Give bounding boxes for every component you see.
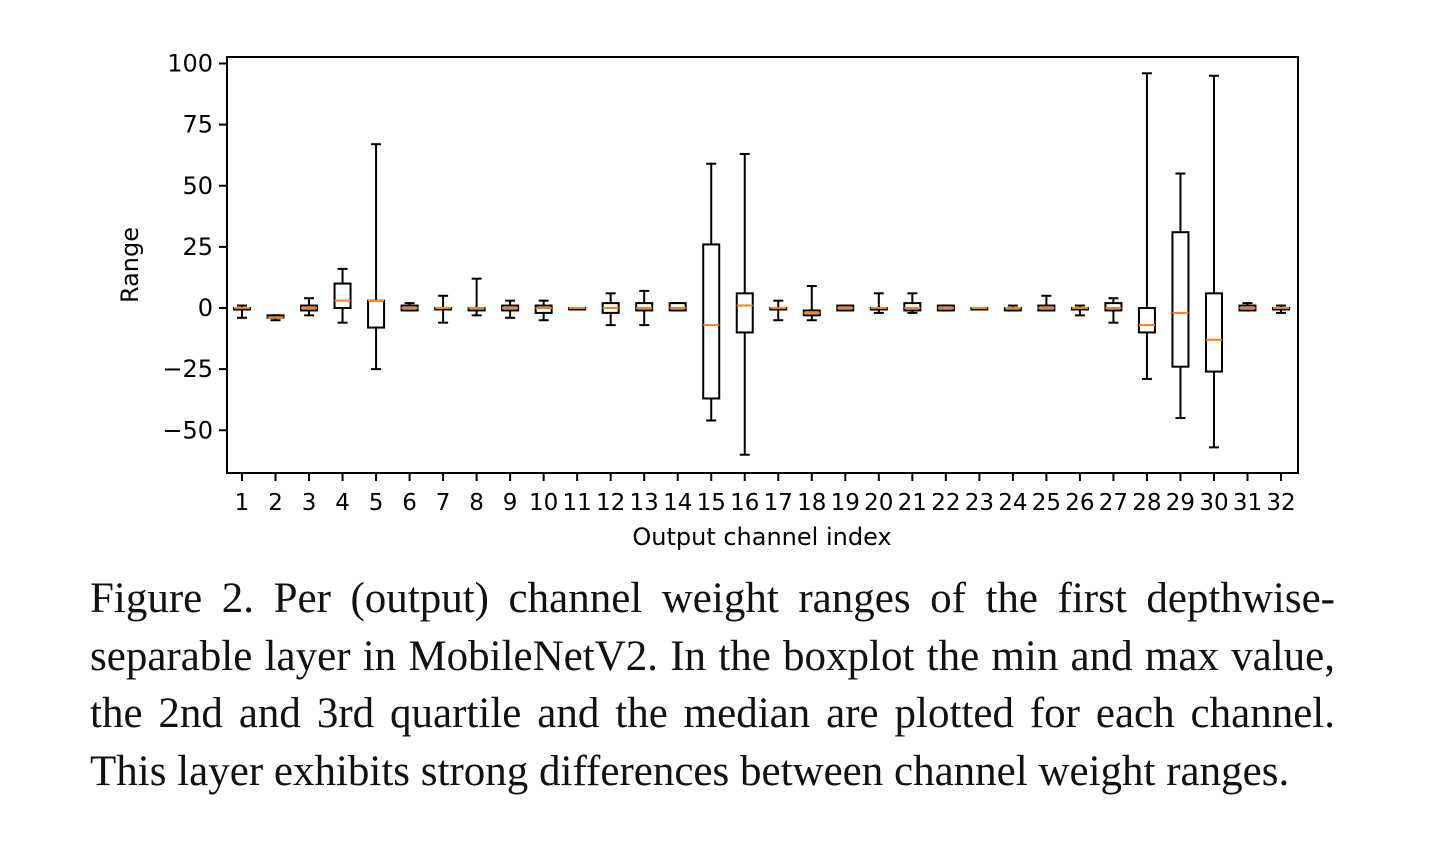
- box-12: [601, 292, 620, 327]
- box-24: [1003, 304, 1022, 312]
- x-tick-label: 29: [1166, 490, 1195, 516]
- box-25: [1037, 294, 1056, 312]
- box-26: [1070, 304, 1089, 317]
- box-1: [233, 304, 251, 319]
- box-23: [970, 307, 989, 311]
- x-tick-label: 10: [529, 490, 558, 516]
- boxplot-figure: 100 75 50 25 0 −25 −50 1 2 3 4 5 6 7 8 9 10 11 12 13 14 15 16…: [116, 50, 1299, 551]
- box-27: [1104, 297, 1123, 324]
- plot-frame: [226, 56, 1299, 474]
- iqr-box: [903, 302, 922, 312]
- x-tick-label: 7: [436, 490, 451, 516]
- iqr-box: [367, 299, 386, 329]
- box-7: [434, 294, 453, 324]
- iqr-box: [1137, 307, 1156, 334]
- iqr-box: [1204, 292, 1223, 373]
- x-tick-label: 5: [369, 490, 384, 516]
- x-axis: 1 2 3 4 5 6 7 8 9 10 11 12 13 14 15 16 17 18 19 20 21 22 23 24 2…: [235, 473, 1296, 516]
- box-30: [1204, 74, 1223, 449]
- x-tick-label: 31: [1233, 490, 1262, 516]
- x-tick-label: 13: [630, 490, 659, 516]
- x-tick-label: 16: [730, 490, 759, 516]
- box-5: [367, 143, 386, 371]
- x-tick-label: 32: [1266, 490, 1295, 516]
- box-16: [735, 152, 754, 456]
- box-15: [702, 162, 721, 422]
- box-3: [300, 297, 319, 317]
- x-tick-label: 1: [235, 490, 250, 516]
- x-tick-label: 28: [1132, 490, 1161, 516]
- box-20: [869, 292, 888, 314]
- y-tick-label: 25: [182, 233, 213, 261]
- iqr-box: [333, 282, 352, 309]
- y-tick-label: 50: [182, 172, 213, 200]
- box-19: [836, 304, 855, 312]
- iqr-box: [1171, 231, 1190, 368]
- y-tick-label: 75: [182, 111, 213, 139]
- iqr-box: [702, 243, 721, 400]
- x-tick-label: 4: [335, 490, 350, 516]
- x-tick-label: 19: [831, 490, 860, 516]
- x-tick-label: 3: [302, 490, 317, 516]
- figure-caption: Figure 2. Per (output) channel weight ra…: [90, 575, 1335, 795]
- box-4: [333, 267, 352, 324]
- boxes-layer: [233, 72, 1290, 456]
- y-tick-label: 100: [167, 50, 213, 78]
- box-8: [467, 277, 486, 317]
- iqr-box: [668, 302, 687, 312]
- iqr-box: [1104, 302, 1123, 312]
- iqr-box: [635, 302, 654, 312]
- x-tick-label: 17: [764, 490, 793, 516]
- x-tick-label: 14: [663, 490, 692, 516]
- box-13: [635, 289, 654, 327]
- x-tick-label: 18: [797, 490, 826, 516]
- x-tick-label: 11: [563, 490, 592, 516]
- box-31: [1238, 302, 1257, 312]
- y-axis-label: Range: [116, 227, 144, 303]
- y-tick-label: −50: [162, 416, 213, 444]
- x-tick-label: 12: [596, 490, 625, 516]
- box-32: [1272, 304, 1290, 314]
- box-14: [668, 302, 687, 312]
- y-tick-label: 0: [198, 294, 213, 322]
- y-tick-label: −25: [162, 355, 213, 383]
- x-tick-label: 22: [931, 490, 960, 516]
- box-18: [802, 284, 821, 322]
- box-22: [936, 304, 955, 312]
- x-tick-label: 2: [268, 490, 283, 516]
- x-tick-label: 21: [898, 490, 927, 516]
- x-tick-label: 25: [1032, 490, 1061, 516]
- x-tick-label: 9: [503, 490, 518, 516]
- box-17: [769, 299, 788, 322]
- box-2: [266, 314, 285, 322]
- iqr-box: [534, 304, 553, 314]
- box-9: [501, 299, 520, 319]
- box-28: [1137, 72, 1156, 380]
- x-tick-label: 23: [965, 490, 994, 516]
- x-tick-label: 8: [469, 490, 484, 516]
- x-tick-label: 27: [1099, 490, 1128, 516]
- x-tick-label: 30: [1199, 490, 1228, 516]
- x-tick-label: 24: [998, 490, 1027, 516]
- y-axis: 100 75 50 25 0 −25 −50: [162, 50, 227, 444]
- box-21: [903, 292, 922, 314]
- x-axis-label: Output channel index: [632, 523, 891, 551]
- x-tick-label: 20: [864, 490, 893, 516]
- x-tick-label: 15: [697, 490, 726, 516]
- iqr-box: [735, 292, 754, 334]
- box-10: [534, 299, 553, 322]
- box-6: [400, 302, 419, 312]
- box-11: [568, 307, 587, 311]
- box-29: [1171, 172, 1190, 420]
- x-tick-label: 26: [1065, 490, 1094, 516]
- x-tick-label: 6: [402, 490, 417, 516]
